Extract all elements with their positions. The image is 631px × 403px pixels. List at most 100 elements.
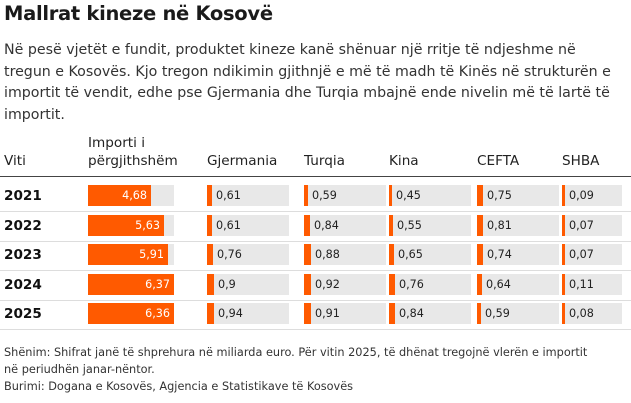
bar-germany [207, 274, 214, 295]
bar-track-germany: 0,76 [207, 244, 289, 265]
column-header-usa: SHBA [562, 153, 600, 169]
data-label-usa: 0,07 [569, 248, 594, 261]
bar-track-turkey: 0,92 [304, 274, 386, 295]
bar-total [88, 303, 174, 324]
bar-track-china: 0,84 [389, 303, 471, 324]
column-header-turkey: Turqia [304, 153, 345, 169]
data-label-total: 6,37 [145, 278, 170, 291]
data-label-germany: 0,61 [216, 189, 241, 202]
bar-cefta [477, 274, 482, 295]
bar-china [389, 215, 393, 236]
column-header-year: Viti [4, 153, 26, 169]
row-divider [0, 300, 631, 301]
data-label-turkey: 0,92 [315, 278, 340, 291]
bar-cefta [477, 185, 483, 206]
data-label-turkey: 0,84 [314, 219, 339, 232]
year-label: 2021 [4, 188, 42, 204]
bar-usa [562, 244, 565, 265]
bar-track-turkey: 0,59 [304, 185, 386, 206]
bar-track-china: 0,45 [389, 185, 471, 206]
bar-track-cefta: 0,74 [477, 244, 559, 265]
bar-usa [562, 303, 565, 324]
bar-track-china: 0,55 [389, 215, 471, 236]
bar-track-germany: 0,9 [207, 274, 289, 295]
data-label-cefta: 0,74 [487, 248, 512, 261]
bar-cefta [477, 303, 481, 324]
data-label-china: 0,65 [398, 248, 423, 261]
data-label-cefta: 0,59 [485, 307, 510, 320]
data-label-china: 0,55 [397, 219, 422, 232]
data-label-turkey: 0,88 [315, 248, 340, 261]
bar-cefta [477, 215, 483, 236]
bar-china [389, 185, 392, 206]
data-label-china: 0,76 [399, 278, 424, 291]
data-label-usa: 0,11 [569, 278, 594, 291]
bar-track-germany: 0,94 [207, 303, 289, 324]
bar-track-cefta: 0,59 [477, 303, 559, 324]
bar-total [88, 185, 151, 206]
bar-track-total: 6,36 [88, 303, 174, 324]
table-row-2024: 2024 6,37 0,9 0,92 0,76 0,64 0,11 [0, 272, 631, 301]
chart-source: Burimi: Dogana e Kosovës, Agjencia e Sta… [4, 380, 354, 393]
bar-total [88, 274, 174, 295]
data-label-total: 6,36 [145, 307, 170, 320]
bar-track-total: 5,91 [88, 244, 174, 265]
data-label-china: 0,84 [399, 307, 424, 320]
chart-title: Mallrat kineze në Kosovë [4, 2, 273, 25]
data-label-china: 0,45 [396, 189, 421, 202]
row-divider [0, 241, 631, 242]
bar-track-usa: 0,07 [562, 244, 622, 265]
bar-usa [562, 185, 565, 206]
bar-track-turkey: 0,88 [304, 244, 386, 265]
bar-cefta [477, 244, 483, 265]
column-header-china: Kina [389, 153, 419, 169]
bar-track-turkey: 0,91 [304, 303, 386, 324]
data-label-turkey: 0,59 [312, 189, 337, 202]
bar-germany [207, 215, 212, 236]
bar-germany [207, 244, 213, 265]
column-header-total: përgjithshëm [88, 153, 178, 169]
bar-turkey [304, 303, 311, 324]
bar-track-germany: 0,61 [207, 185, 289, 206]
bar-china [389, 244, 394, 265]
data-label-total: 5,63 [135, 219, 160, 232]
bar-track-cefta: 0,64 [477, 274, 559, 295]
bar-turkey [304, 244, 311, 265]
bar-track-germany: 0,61 [207, 215, 289, 236]
chart-subtitle: Në pesë vjetët e fundit, produktet kinez… [4, 42, 611, 123]
bar-usa [562, 274, 565, 295]
year-label: 2024 [4, 277, 42, 293]
bar-germany [207, 303, 214, 324]
bar-china [389, 274, 395, 295]
bar-track-total: 5,63 [88, 215, 174, 236]
bar-total [88, 244, 168, 265]
bar-track-china: 0,76 [389, 274, 471, 295]
bar-germany [207, 185, 212, 206]
data-label-cefta: 0,75 [487, 189, 512, 202]
data-label-germany: 0,76 [217, 248, 242, 261]
chart-note: Shënim: Shifrat janë të shprehura në mil… [4, 346, 588, 376]
bar-total [88, 215, 164, 236]
row-divider [0, 270, 631, 271]
bar-track-cefta: 0,75 [477, 185, 559, 206]
table-row-2022: 2022 5,63 0,61 0,84 0,55 0,81 0,07 [0, 213, 631, 242]
column-header-cefta: CEFTA [477, 153, 520, 169]
data-label-usa: 0,07 [569, 219, 594, 232]
table-row-2021: 2021 4,68 0,61 0,59 0,45 0,75 0,09 [0, 183, 631, 212]
bar-track-usa: 0,07 [562, 215, 622, 236]
data-label-cefta: 0,64 [486, 278, 511, 291]
data-label-germany: 0,61 [216, 219, 241, 232]
data-label-germany: 0,94 [218, 307, 243, 320]
bar-turkey [304, 274, 311, 295]
bar-track-china: 0,65 [389, 244, 471, 265]
column-header-total: Importi i [88, 135, 145, 151]
data-label-total: 5,91 [139, 248, 164, 261]
data-label-turkey: 0,91 [315, 307, 340, 320]
bar-turkey [304, 215, 310, 236]
year-label: 2022 [4, 218, 42, 234]
year-label: 2025 [4, 306, 42, 322]
bar-usa [562, 215, 565, 236]
row-divider [0, 329, 631, 330]
bar-track-usa: 0,09 [562, 185, 622, 206]
bar-china [389, 303, 395, 324]
